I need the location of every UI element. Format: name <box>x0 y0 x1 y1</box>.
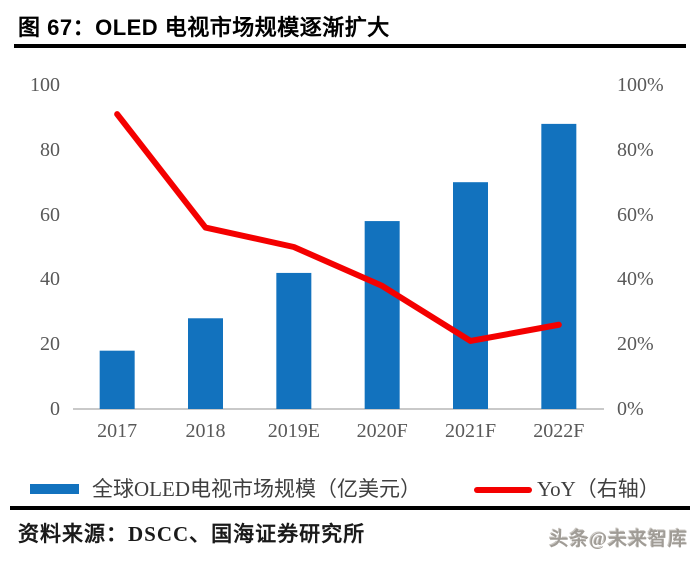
y-axis-tick-label: 100 <box>30 74 60 96</box>
y2-axis-tick-label: 60% <box>617 203 654 226</box>
x-axis-tick-label: 2017 <box>97 420 138 442</box>
legend-line-swatch <box>474 487 532 493</box>
x-axis-tick-label: 2021F <box>444 420 497 442</box>
market-size-bar <box>99 350 135 409</box>
y2-axis-tick-label: 20% <box>617 333 654 356</box>
legend-yoy-label: YoY（右轴） <box>537 477 660 501</box>
legend-bar-label: 全球OLED电视市场规模（亿美元） <box>92 477 421 501</box>
yoy-line <box>114 111 562 344</box>
figure-title: 图 67：OLED 电视市场规模逐渐扩大 <box>18 15 390 40</box>
title-divider-line <box>14 44 686 48</box>
source-text: 资料来源：DSCC、国海证券研究所 <box>18 522 366 546</box>
watermark-text: 头条@未来智库 <box>549 529 688 550</box>
market-size-bar <box>276 272 312 409</box>
y-axis-tick-label: 80 <box>40 138 60 161</box>
y-axis-tick-label: 20 <box>40 333 60 356</box>
y-axis-tick-label: 0 <box>50 398 60 420</box>
y2-axis-tick-label: 0% <box>617 398 644 420</box>
y2-axis-tick-label: 40% <box>617 268 654 291</box>
legend-bar-swatch <box>30 484 79 494</box>
y2-axis-tick-label: 100% <box>617 74 664 96</box>
x-axis-line <box>73 408 604 410</box>
x-axis-tick-label: 2019E <box>267 420 320 442</box>
y-axis-tick-label: 60 <box>40 203 60 226</box>
market-size-bar <box>364 221 400 409</box>
footer-divider-line <box>10 506 690 510</box>
market-size-bar <box>453 182 488 409</box>
y2-axis-tick-label: 80% <box>617 138 654 161</box>
market-size-bar <box>541 123 577 409</box>
x-axis-tick-label: 2022F <box>533 420 585 442</box>
y-axis-tick-label: 40 <box>40 268 60 291</box>
market-size-bar <box>188 318 223 409</box>
chart-plot <box>99 111 577 409</box>
x-axis-tick-label: 2020F <box>356 420 408 442</box>
x-axis-tick-label: 2018 <box>185 420 226 442</box>
